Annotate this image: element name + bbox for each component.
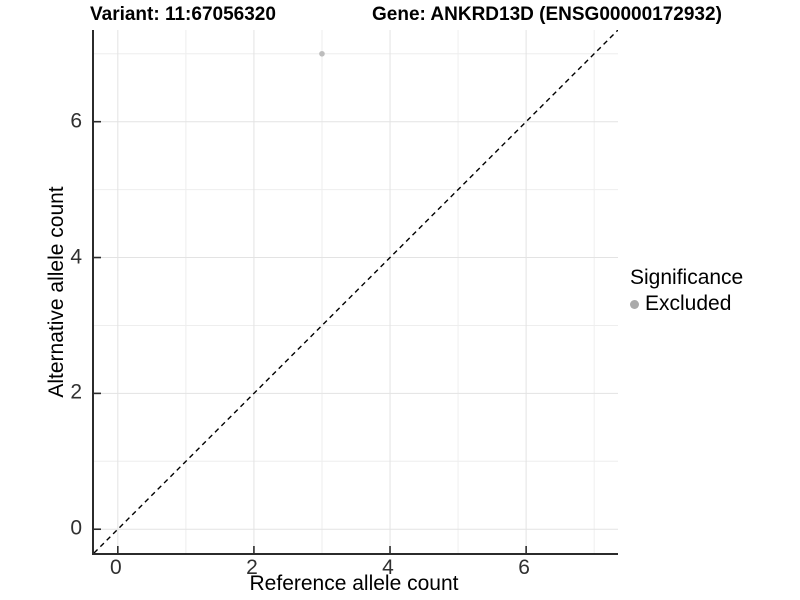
identity-line — [94, 30, 618, 553]
legend: Significance Excluded — [630, 266, 743, 316]
data-point — [319, 50, 325, 57]
plot-canvas — [94, 30, 618, 553]
y-axis-title: Alternative allele count — [45, 186, 68, 398]
x-tick-label: 6 — [518, 556, 530, 579]
gene-title: Gene: ANKRD13D (ENSG00000172932) — [372, 4, 722, 25]
legend-item-label: Excluded — [645, 292, 732, 315]
x-tick-label: 4 — [382, 556, 394, 579]
y-tick-label: 4 — [70, 245, 82, 269]
variant-title: Variant: 11:67056320 — [90, 4, 276, 25]
x-tick-label: 0 — [109, 556, 122, 579]
x-axis-title: Reference allele count — [249, 572, 459, 595]
plot-panel — [92, 30, 618, 555]
excluded-point-icon — [630, 299, 639, 309]
legend-title: Significance — [630, 266, 744, 289]
legend-item-excluded: Excluded — [630, 292, 743, 316]
y-tick-label: 6 — [70, 109, 82, 133]
x-tick-label: 2 — [246, 556, 258, 579]
y-tick-label: 2 — [70, 380, 82, 404]
y-tick-label: 0 — [70, 516, 82, 540]
